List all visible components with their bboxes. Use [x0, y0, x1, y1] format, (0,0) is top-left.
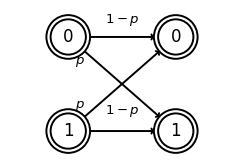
- Text: $p$: $p$: [75, 99, 85, 113]
- Text: $1-p$: $1-p$: [105, 12, 139, 28]
- Circle shape: [46, 15, 90, 59]
- Circle shape: [46, 109, 90, 153]
- Text: 1: 1: [171, 122, 181, 140]
- Circle shape: [154, 15, 198, 59]
- Text: 0: 0: [63, 28, 73, 46]
- Text: $p$: $p$: [75, 55, 85, 69]
- Circle shape: [154, 109, 198, 153]
- Text: $1-p$: $1-p$: [105, 103, 139, 119]
- Text: 0: 0: [171, 28, 181, 46]
- Text: 1: 1: [63, 122, 73, 140]
